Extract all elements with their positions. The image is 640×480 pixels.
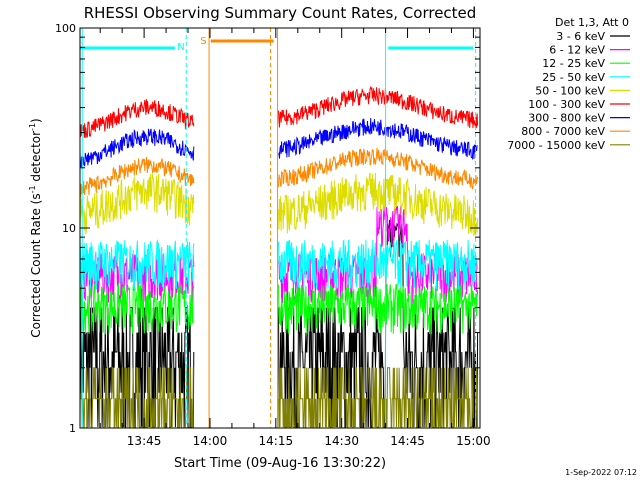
series-trace-3-seg1 xyxy=(278,239,479,290)
legend-label-0: 3 - 6 keV xyxy=(556,30,605,43)
chart-title: RHESSI Observing Summary Count Rates, Co… xyxy=(84,4,477,22)
footer-date: 1-Sep-2022 07:12 xyxy=(565,468,637,477)
legend-label-6: 300 - 800 keV xyxy=(528,112,605,125)
series-trace-8-seg0 xyxy=(80,367,194,428)
series-trace-6-seg1 xyxy=(278,118,478,161)
x-tick-label: 14:45 xyxy=(390,434,425,448)
x-tick-label: 13:45 xyxy=(127,434,162,448)
legend-label-4: 50 - 100 keV xyxy=(535,84,605,97)
legend-label-2: 12 - 25 keV xyxy=(542,57,605,70)
series-trace-2-seg1 xyxy=(278,283,479,335)
legend-label-3: 25 - 50 keV xyxy=(542,71,605,84)
x-tick-label: 14:15 xyxy=(259,434,294,448)
y-tick-label: 1 xyxy=(69,422,76,435)
x-tick-label: 15:00 xyxy=(456,434,491,448)
series-trace-7-seg1 xyxy=(278,147,479,190)
series-trace-5-seg0 xyxy=(79,99,195,138)
series-trace-2-seg0 xyxy=(79,283,195,335)
flag-label-N: N xyxy=(177,42,184,53)
legend-label-1: 6 - 12 keV xyxy=(549,44,605,57)
y-tick-label: 10 xyxy=(62,222,76,235)
series-trace-7-seg0 xyxy=(79,156,195,198)
series-trace-4-seg0 xyxy=(79,173,195,234)
series-trace-5-seg1 xyxy=(278,85,479,129)
y-axis-label: Corrected Count Rate (s-1 detector-1) xyxy=(28,118,43,337)
flag-label-S: S xyxy=(200,36,206,47)
legend-label-5: 100 - 300 keV xyxy=(528,98,605,111)
axes-layer: 1 10 100 13:45 14:00 14:15 14:30 14:45 15:00 xyxy=(55,22,491,448)
series-trace-8-seg1 xyxy=(278,367,479,428)
x-tick-label: 14:00 xyxy=(193,434,228,448)
legend-label-8: 7000 - 15000 keV xyxy=(507,139,605,152)
series-trace-3-seg0 xyxy=(79,239,195,290)
x-tick-label: 14:30 xyxy=(324,434,359,448)
legend-title: Det 1,3, Att 0 xyxy=(555,16,629,29)
legend-label-7: 800 - 7000 keV xyxy=(521,125,605,138)
x-axis-label: Start Time (09-Aug-16 13:30:22) xyxy=(174,456,386,471)
y-tick-label: 100 xyxy=(55,22,76,35)
series-trace-1-seg0 xyxy=(79,253,195,304)
plot-layer: NS xyxy=(79,28,479,428)
series-trace-4-seg1 xyxy=(278,172,479,237)
series-trace-0-seg0 xyxy=(79,307,195,428)
series-trace-6-seg0 xyxy=(79,128,195,169)
